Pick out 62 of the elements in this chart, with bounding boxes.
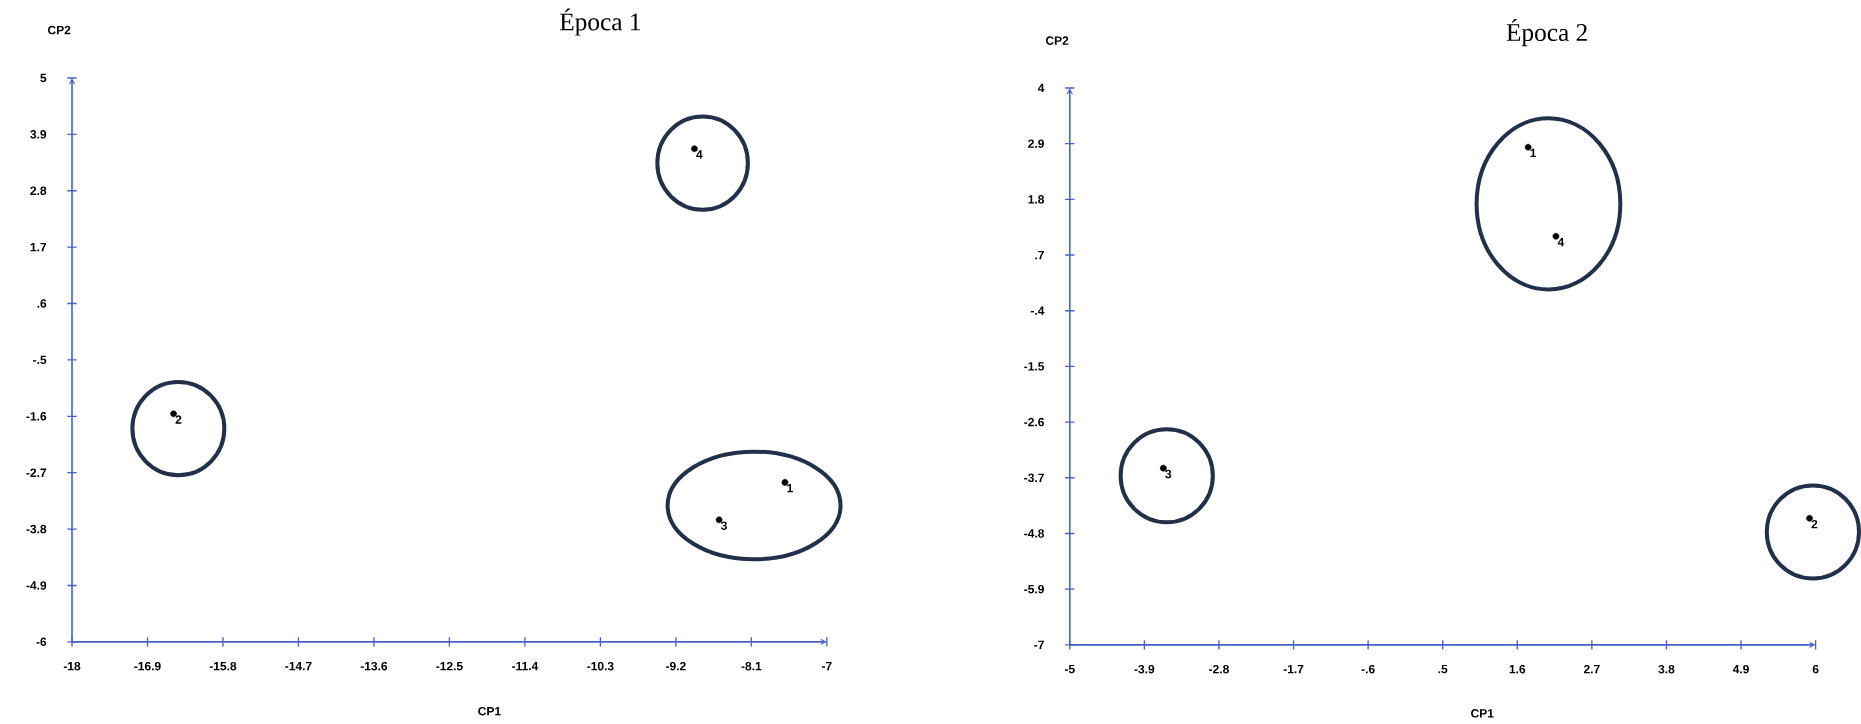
x-tick-label: -7 xyxy=(821,661,832,671)
x-axis-title: CP1 xyxy=(1471,709,1494,718)
y-tick-label: -6 xyxy=(36,637,47,647)
annotation: 4 xyxy=(696,150,703,159)
x-tick-label: -16.9 xyxy=(134,661,161,671)
x-tick-label: -8.1 xyxy=(741,661,762,671)
y-tick-label: 3.9 xyxy=(30,130,47,139)
annotation: 2 xyxy=(175,415,182,424)
x-tick-label: .5 xyxy=(1438,664,1448,674)
x-tick-label: -12.5 xyxy=(436,661,463,671)
y-tick-label: .7 xyxy=(1035,250,1044,260)
point xyxy=(781,479,789,486)
chart-title: Época 1 xyxy=(559,8,641,36)
y-tick-label: 2.9 xyxy=(1028,139,1044,148)
x-tick-label: -10.3 xyxy=(587,661,614,671)
x-tick-label: -9.2 xyxy=(665,661,686,671)
x-tick-label: 6 xyxy=(1812,664,1819,674)
x-tick-label: 1.6 xyxy=(1509,664,1526,674)
y-tick-label: -.4 xyxy=(1030,306,1045,315)
x-tick-label: -13.6 xyxy=(360,661,388,671)
chart-title: Época 2 xyxy=(1506,19,1587,47)
x-tick-label: -15.8 xyxy=(209,661,237,671)
y-axis-title: CP2 xyxy=(1045,36,1069,45)
y-tick-label: 1.8 xyxy=(1028,195,1045,204)
y-tick-label: -3.7 xyxy=(1024,473,1044,483)
point xyxy=(1806,515,1813,522)
y-tick-label: 2.8 xyxy=(30,186,47,196)
y-tick-label: -1.6 xyxy=(26,412,47,421)
y-axis-title: CP2 xyxy=(48,25,71,35)
y-tick-label: -2.7 xyxy=(26,468,47,477)
x-tick-label: -3.9 xyxy=(1134,664,1155,674)
point xyxy=(1524,143,1532,151)
x-tick-label: -18 xyxy=(63,661,81,671)
x-tick-label: -.6 xyxy=(1361,664,1375,674)
y-tick-label: -3.8 xyxy=(26,524,47,534)
y-tick-label: -4.8 xyxy=(1024,529,1045,538)
x-tick-label: -5 xyxy=(1064,664,1075,674)
y-tick-label: -7 xyxy=(1034,640,1044,650)
y-tick-label: -4.9 xyxy=(26,581,47,590)
y-tick-label: -1.5 xyxy=(1024,362,1045,371)
x-tick-label: -11.4 xyxy=(512,661,539,671)
y-tick-label: 5 xyxy=(40,73,47,83)
x-tick-label: -14.7 xyxy=(285,661,312,671)
y-tick-label: -.5 xyxy=(33,355,47,365)
y-tick-label: .6 xyxy=(37,299,47,308)
point xyxy=(715,516,723,524)
annotation: 1 xyxy=(787,484,793,493)
x-tick-label: -2.8 xyxy=(1209,664,1229,674)
annotation: 1 xyxy=(1530,148,1537,158)
x-tick-label: 2.7 xyxy=(1583,664,1600,674)
y-tick-label: 1.7 xyxy=(30,243,47,252)
annotation: 2 xyxy=(1811,519,1818,529)
y-tick-label: -5.9 xyxy=(1024,584,1044,594)
x-axis-title: CP1 xyxy=(478,707,501,716)
y-tick-label: -2.6 xyxy=(1024,417,1044,427)
x-tick-label: -1.7 xyxy=(1283,664,1304,674)
annotation: 3 xyxy=(1165,469,1172,479)
annotation: 4 xyxy=(1557,237,1565,247)
annotation: 3 xyxy=(720,521,727,531)
x-tick-label: 4.9 xyxy=(1732,664,1749,674)
x-tick-label: 3.8 xyxy=(1658,664,1675,674)
y-tick-label: 4 xyxy=(1037,83,1045,93)
